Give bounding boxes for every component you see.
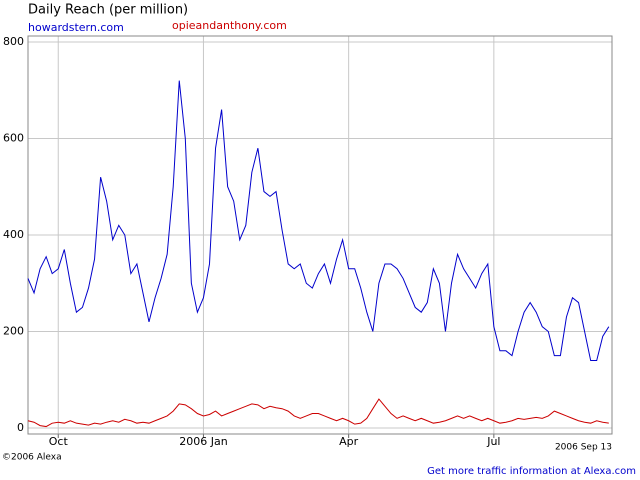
y-tick-label: 800 <box>3 35 24 48</box>
legend-entry: howardstern.com <box>28 21 124 34</box>
x-tick-label: Apr <box>339 435 359 448</box>
copyright: ©2006 Alexa <box>2 453 62 463</box>
y-tick-label: 200 <box>3 325 24 338</box>
y-tick-label: 0 <box>17 421 24 434</box>
chart-title: Daily Reach (per million) <box>28 3 188 18</box>
series-line <box>27 398 609 428</box>
x-tick-label: 2006 Jan <box>179 435 227 448</box>
x-tick-label: Oct <box>49 435 69 448</box>
x-tick-label: Jul <box>486 435 500 448</box>
plot-border <box>27 35 613 435</box>
y-tick-label: 400 <box>3 228 24 241</box>
end-date: 2006 Sep 13 <box>555 443 612 453</box>
legend-entry: opieandanthony.com <box>172 19 287 32</box>
series-line <box>27 80 610 361</box>
footer-link[interactable]: Get more traffic information at Alexa.co… <box>427 466 636 477</box>
y-tick-label: 600 <box>3 132 24 145</box>
